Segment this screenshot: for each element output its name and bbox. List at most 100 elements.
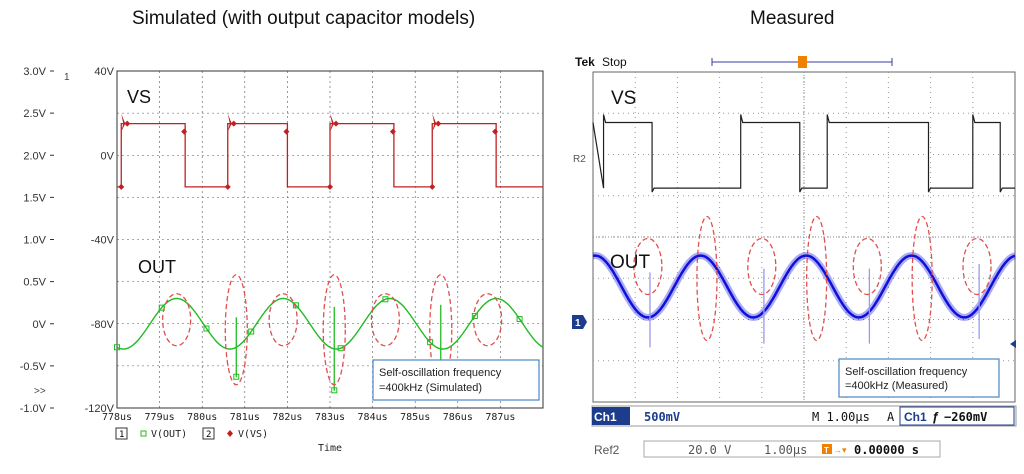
svg-text:T: T — [824, 446, 829, 455]
legend-2-label: V(VS) — [238, 429, 268, 440]
sim-x-tick-label: 779us — [145, 412, 175, 423]
scope-ref-row: Ref2 20.0 V 1.00µs T →▾ 0.00000 s — [594, 440, 941, 458]
r2-line — [592, 114, 1015, 193]
scope-grid — [593, 72, 1015, 402]
scope-highlight-ellipse — [962, 237, 992, 296]
vs-marker — [224, 183, 231, 190]
sim-annotation-box: Self-oscillation frequency =400kHz (Simu… — [372, 359, 540, 401]
status-trigger-slope: ƒ — [932, 409, 939, 424]
out-marker — [337, 345, 344, 352]
status-scale: 500mV — [644, 410, 680, 424]
ref-row-label: Ref2 — [594, 443, 620, 457]
measured-scope: Tek Stop T R2 1 VS OUT Self-oscillation … — [572, 55, 1017, 458]
vs-marker — [492, 128, 499, 135]
sim-highlight-ellipse — [370, 293, 401, 347]
svg-text:1: 1 — [575, 318, 581, 329]
out-marker — [248, 328, 255, 335]
scope-highlight-ellipse — [806, 215, 828, 342]
sim-highlight-ellipse — [268, 293, 298, 347]
out-marker — [203, 325, 210, 332]
sim-left-tick-label: -0.5V — [20, 361, 47, 373]
simulated-title: Simulated (with output capacitor models) — [132, 8, 476, 29]
scope-highlights — [633, 215, 992, 342]
sim-vs-label: VS — [127, 87, 151, 107]
sim-highlight-ellipse — [322, 274, 346, 386]
vs-marker — [333, 120, 339, 127]
sim-xlabel: Time — [318, 443, 342, 454]
sim-right-tick-label: -40V — [91, 235, 115, 247]
sim-series-out — [114, 296, 544, 396]
vs-marker — [181, 128, 188, 135]
legend-2-marker — [227, 430, 233, 437]
sim-annotation-line1: Self-oscillation frequency — [379, 367, 502, 379]
vs-marker — [118, 183, 125, 190]
scope-trace-vs — [592, 114, 1015, 193]
scope-annotation-line2: =400kHz (Measured) — [845, 380, 948, 392]
vs-marker — [435, 120, 442, 127]
sim-left-tick-label: 2.5V — [23, 108, 46, 120]
status-trigger-level: −260mV — [944, 410, 987, 424]
vs-ringing — [227, 113, 232, 132]
svg-text:→▾: →▾ — [833, 445, 847, 455]
sim-left-axis: 3.0V 2.5V 2.0V 1.5V 1.0V 0.5V 0V -0.5V -1.0V — [20, 66, 54, 415]
vs-ringing — [330, 113, 334, 132]
out-marker — [382, 296, 389, 303]
sim-x-tick-label: 780us — [187, 412, 217, 423]
scope-vs-label: VS — [611, 88, 636, 109]
sim-left-tick-label: 1.0V — [23, 235, 46, 247]
legend-2-num: 2 — [206, 430, 211, 440]
legend-1-marker — [140, 430, 147, 437]
sim-highlight-ellipse — [224, 274, 248, 386]
scope-annotation-box: Self-oscillation frequency =400kHz (Meas… — [838, 358, 1000, 398]
sim-right-tick-label: 0V — [101, 150, 115, 162]
sim-left-tick-label: 1.5V — [23, 192, 46, 204]
vs-marker — [327, 183, 333, 190]
sim-grid — [117, 71, 543, 408]
sim-x-tick-label: 785us — [400, 412, 430, 423]
scope-highlight-ellipse — [911, 215, 933, 342]
out-line — [116, 297, 544, 350]
sim-x-tick-label: 783us — [315, 412, 345, 423]
sim-x-tick-label: 782us — [272, 412, 302, 423]
scope-right-arrow — [1010, 340, 1016, 348]
vs-line — [117, 123, 543, 188]
vs-marker — [429, 183, 436, 190]
legend-1-num: 1 — [119, 430, 124, 440]
sim-legend: 1 V(OUT) 2 V(VS) — [115, 427, 268, 440]
sim-right-tick-label: 40V — [94, 66, 114, 78]
ref-row-position: 0.00000 s — [854, 443, 919, 457]
status-ch1: Ch1 — [594, 410, 617, 424]
sim-x-tick-label: 784us — [358, 412, 388, 423]
sim-x-tick-label: 786us — [443, 412, 473, 423]
scope-status: Stop — [602, 55, 627, 69]
sim-out-label: OUT — [138, 257, 176, 277]
sim-right-tick-label: -120V — [85, 403, 115, 415]
vs-ringing — [121, 113, 126, 132]
scope-brand: Tek — [575, 55, 595, 69]
out-marker — [114, 344, 120, 351]
sim-left-tick-label: 0V — [33, 319, 47, 331]
out-marker — [331, 387, 338, 394]
scope-highlight-ellipse — [852, 237, 882, 296]
sim-x-tick-label: 787us — [485, 412, 515, 423]
vs-marker — [230, 120, 237, 127]
sim-left-tick-label: 0.5V — [23, 277, 46, 289]
vs-ringing — [432, 113, 437, 132]
sim-annotation-line2: =400kHz (Simulated) — [379, 382, 482, 394]
ch1-marker: 1 — [572, 315, 587, 329]
vs-marker — [283, 128, 290, 135]
ch1-line — [592, 254, 1016, 319]
sim-left-tick-label: 2.0V — [23, 150, 46, 162]
sim-plot-frame — [116, 70, 544, 409]
scope-status-bar: Ch1 500mV M 1.00µs A Ch1 ƒ −260mV — [591, 405, 1017, 427]
scope-highlight-ellipse — [747, 237, 777, 296]
out-marker — [233, 373, 240, 380]
status-trigger-channel: Ch1 — [904, 410, 927, 424]
sim-right-axis: 40V 0V -40V -80V -120V — [85, 66, 115, 415]
scope-highlight-ellipse — [633, 237, 663, 296]
sim-left-tick-label: 3.0V — [23, 66, 46, 78]
sim-x-tick-label: 778us — [102, 412, 132, 423]
sim-left-marker: >> — [34, 386, 46, 397]
sim-x-tick-label: 781us — [230, 412, 260, 423]
legend-1-label: V(OUT) — [151, 429, 187, 440]
